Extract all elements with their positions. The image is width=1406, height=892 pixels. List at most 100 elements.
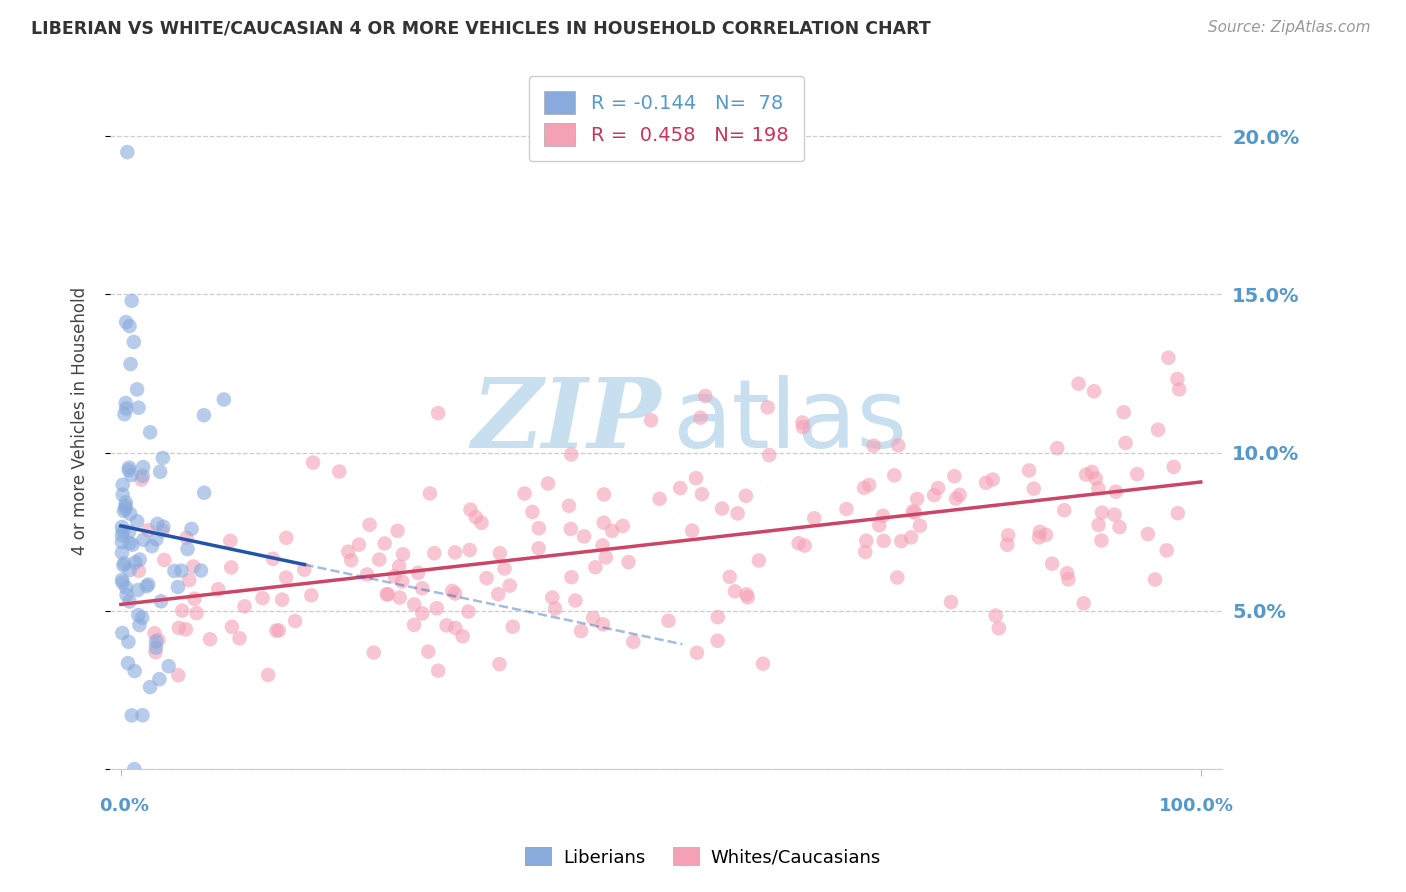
- Point: [114, 495, 136, 509]
- Point: [758, 448, 780, 462]
- Point: [436, 618, 458, 632]
- Point: [427, 664, 450, 678]
- Point: [1056, 566, 1078, 581]
- Point: [174, 623, 197, 637]
- Point: [266, 624, 288, 638]
- Point: [569, 624, 592, 638]
- Point: [299, 588, 322, 602]
- Point: [374, 536, 396, 550]
- Point: [145, 634, 167, 648]
- Point: [114, 396, 136, 410]
- Point: [1087, 481, 1109, 495]
- Point: [145, 640, 167, 655]
- Point: [302, 456, 325, 470]
- Point: [284, 614, 307, 628]
- Point: [1053, 503, 1076, 517]
- Point: [115, 588, 138, 602]
- Point: [111, 546, 134, 560]
- Point: [114, 557, 136, 571]
- Text: 0.0%: 0.0%: [98, 797, 149, 815]
- Point: [388, 559, 411, 574]
- Point: [153, 553, 176, 567]
- Point: [1087, 517, 1109, 532]
- Point: [488, 657, 510, 672]
- Point: [118, 460, 141, 475]
- Point: [127, 608, 149, 623]
- Point: [368, 552, 391, 566]
- Point: [681, 524, 703, 538]
- Point: [391, 574, 413, 589]
- Text: Source: ZipAtlas.com: Source: ZipAtlas.com: [1208, 20, 1371, 35]
- Point: [1090, 533, 1112, 548]
- Point: [835, 502, 858, 516]
- Point: [186, 606, 208, 620]
- Point: [685, 471, 707, 485]
- Point: [600, 524, 623, 538]
- Point: [418, 644, 440, 658]
- Point: [120, 468, 142, 483]
- Point: [152, 519, 174, 533]
- Point: [124, 762, 146, 776]
- Point: [176, 531, 198, 545]
- Point: [470, 516, 492, 530]
- Point: [183, 559, 205, 574]
- Point: [486, 587, 509, 601]
- Point: [527, 541, 550, 556]
- Point: [560, 447, 582, 461]
- Point: [1083, 384, 1105, 399]
- Point: [139, 425, 162, 440]
- Point: [735, 587, 758, 601]
- Point: [157, 659, 180, 673]
- Point: [114, 499, 136, 513]
- Point: [221, 620, 243, 634]
- Point: [1046, 441, 1069, 455]
- Point: [233, 599, 256, 614]
- Point: [117, 656, 139, 670]
- Point: [125, 383, 148, 397]
- Point: [392, 547, 415, 561]
- Point: [111, 573, 134, 587]
- Point: [451, 629, 474, 643]
- Point: [943, 469, 966, 483]
- Point: [167, 668, 190, 682]
- Point: [444, 586, 467, 600]
- Point: [128, 564, 150, 578]
- Text: LIBERIAN VS WHITE/CAUCASIAN 4 OR MORE VEHICLES IN HOUSEHOLD CORRELATION CHART: LIBERIAN VS WHITE/CAUCASIAN 4 OR MORE VE…: [31, 20, 931, 37]
- Point: [527, 521, 550, 535]
- Point: [257, 668, 280, 682]
- Point: [872, 508, 894, 523]
- Point: [427, 406, 450, 420]
- Point: [737, 591, 759, 605]
- Point: [179, 573, 201, 587]
- Point: [792, 416, 814, 430]
- Point: [384, 569, 406, 583]
- Point: [118, 594, 141, 608]
- Point: [886, 570, 908, 584]
- Point: [981, 473, 1004, 487]
- Point: [984, 608, 1007, 623]
- Point: [1126, 467, 1149, 481]
- Point: [167, 621, 190, 635]
- Point: [219, 533, 242, 548]
- Point: [163, 564, 186, 578]
- Point: [292, 563, 315, 577]
- Point: [131, 708, 153, 723]
- Point: [787, 536, 810, 550]
- Point: [347, 538, 370, 552]
- Point: [228, 632, 250, 646]
- Point: [1167, 506, 1189, 520]
- Point: [939, 595, 962, 609]
- Point: [212, 392, 235, 407]
- Point: [901, 504, 924, 518]
- Point: [1029, 524, 1052, 539]
- Point: [887, 438, 910, 452]
- Point: [340, 553, 363, 567]
- Point: [488, 546, 510, 560]
- Point: [853, 481, 876, 495]
- Point: [377, 587, 399, 601]
- Point: [219, 560, 242, 574]
- Point: [118, 319, 141, 334]
- Point: [444, 621, 467, 635]
- Point: [1163, 459, 1185, 474]
- Point: [1104, 508, 1126, 522]
